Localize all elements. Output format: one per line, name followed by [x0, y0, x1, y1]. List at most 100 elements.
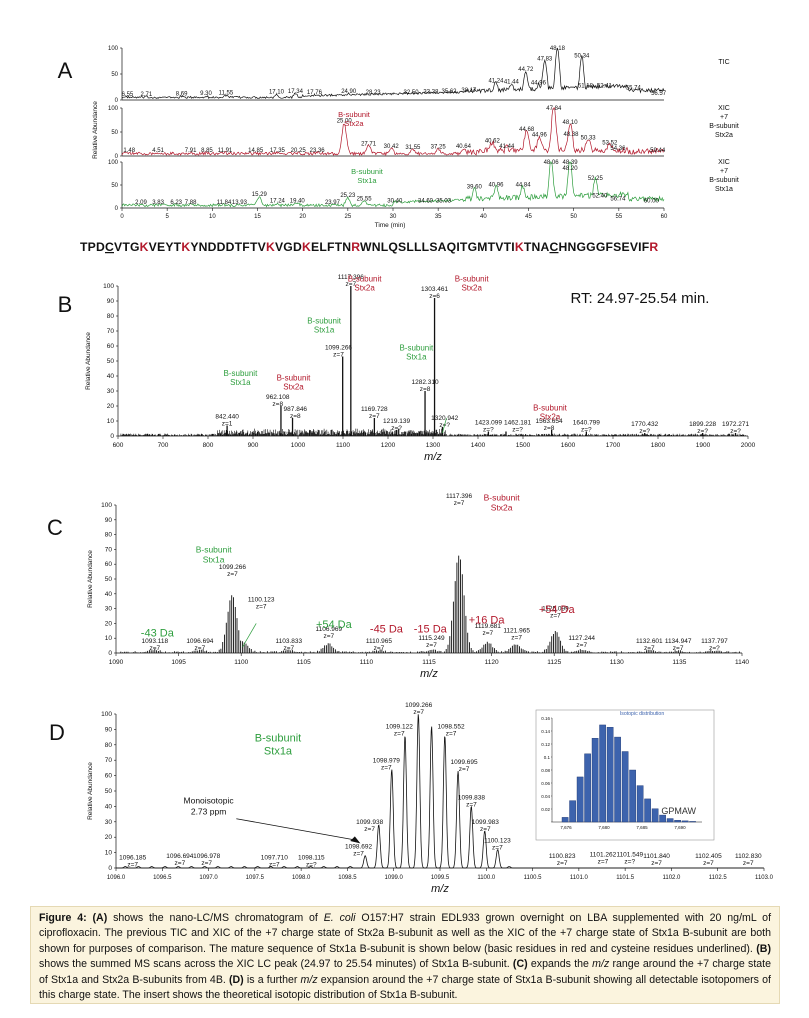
trace-name: TIC — [718, 59, 729, 66]
peak-annotation-line: B-subunit — [255, 733, 301, 745]
peak-label: 2.09 — [135, 200, 147, 206]
peak-label-line: z=7 — [364, 826, 375, 833]
peak-label-line: 1770.432 — [631, 421, 658, 428]
sequence-segment: ELFTN — [311, 240, 351, 254]
peak-label: 2.71 — [141, 92, 153, 98]
tick-label-x: 25 — [344, 214, 351, 220]
peak-label-line: 1169.728 — [361, 406, 388, 413]
tick-label-x: 1100.5 — [524, 875, 543, 881]
tick-label-x: 0 — [120, 214, 124, 220]
peak-label: 44.84 — [516, 183, 532, 189]
inset-bar — [659, 814, 666, 823]
peak-label-line: 1303.461 — [421, 286, 448, 293]
peak-label: 55.74 — [626, 86, 642, 92]
monoisotopic-arrow — [236, 818, 357, 841]
peak-label-line: 1097.710 — [261, 854, 288, 861]
inset-bar — [584, 753, 591, 823]
peak-label: 41.24 — [488, 78, 504, 84]
tick-label-x: 50 — [570, 214, 577, 220]
trace-name-line: B-subunit — [709, 123, 739, 130]
tick-label-x: 35 — [435, 214, 442, 220]
trace-line — [121, 161, 665, 208]
basic-residue: K — [140, 240, 149, 254]
sequence-segment: YNDDDTFTV — [190, 240, 266, 254]
tick-label-y: 100 — [101, 711, 112, 718]
tick-label-x: 1096.5 — [153, 875, 172, 881]
panel-letter-c: C — [47, 515, 63, 540]
trace-name: XIC +7 B-subunit Stx2a — [709, 105, 739, 139]
tick-label-y: 80 — [105, 742, 113, 749]
tick-label-x: 1300 — [426, 442, 441, 449]
annotation-pointer — [242, 623, 257, 648]
tick-label-y: 100 — [108, 46, 119, 52]
panel-c-xlabel: m/z — [420, 668, 438, 680]
peak-annotation-line: Stx2a — [491, 503, 513, 513]
peak-label: 59.44 — [650, 148, 666, 154]
peak-label-line: z=? — [306, 861, 317, 868]
tick-label-x: 1110 — [360, 659, 374, 666]
peak-annotation-line: Stx1a — [264, 746, 293, 758]
peak-label: 50.33 — [581, 136, 597, 142]
peak-label: 9.30 — [200, 91, 212, 97]
peak-label: 28.23 — [366, 90, 382, 96]
peak-label: 52.40 — [592, 194, 608, 200]
tick-label-x: 1105 — [297, 659, 311, 666]
peak-label-line: z=7 — [227, 571, 238, 578]
tick-label-x: 1400 — [471, 442, 486, 449]
sequence-segment: VGD — [275, 240, 302, 254]
peak-label: 40.96 — [488, 183, 504, 189]
tick-label-y: 50 — [111, 72, 118, 78]
tick-label-x: 40 — [480, 214, 487, 220]
peak-label-line: z=8 — [544, 425, 555, 432]
panel-letter-b: B — [58, 292, 73, 317]
peak-label: 31.55 — [405, 145, 421, 151]
peak-label-line: 842.440 — [215, 414, 239, 421]
sequence-segment: VEYT — [149, 240, 182, 254]
peak-label: 7.91 — [185, 148, 197, 154]
peak-label-line: 1282.310 — [411, 379, 438, 386]
peak-label-line: z=7 — [333, 352, 344, 359]
sequence-segment: HNGGGFSEVIF — [559, 240, 650, 254]
tick-label-x: 10 — [209, 214, 216, 220]
tick-label-y: 70 — [105, 757, 113, 764]
peak-label: 11.84 — [217, 200, 232, 206]
peak-label: 7.88 — [185, 200, 197, 206]
peak-label-line: 1098.692 — [345, 844, 372, 851]
peak-label-line: z=7 — [394, 731, 405, 738]
inset-bar — [614, 736, 621, 823]
tick-label-y: 30 — [107, 388, 115, 395]
tick-label-x: 1096.0 — [107, 875, 126, 881]
tick-label-y: 60 — [107, 343, 115, 350]
peak-label-line: 1099.266 — [405, 702, 432, 709]
peak-annotation-line: B-subunit — [348, 275, 383, 284]
tick-label-y: 0 — [108, 865, 112, 872]
peak-label-line: z=7 — [381, 764, 392, 771]
peak-label-line: 1132.601 — [636, 638, 663, 645]
inset-bar — [561, 817, 569, 823]
peak-label-line: z=7 — [353, 851, 364, 858]
peak-annotation-line: Stx1a — [406, 353, 427, 362]
peak-label: 11.91 — [218, 148, 233, 154]
peak-label-line: z=7 — [195, 645, 206, 652]
tick-label-x: 20 — [299, 214, 306, 220]
tick-label-x: 1115 — [422, 659, 436, 666]
tick-label-x: 900 — [248, 442, 259, 449]
mass-shift-label: +54 Da — [539, 604, 576, 616]
sequence-segment: TPD — [80, 240, 105, 254]
